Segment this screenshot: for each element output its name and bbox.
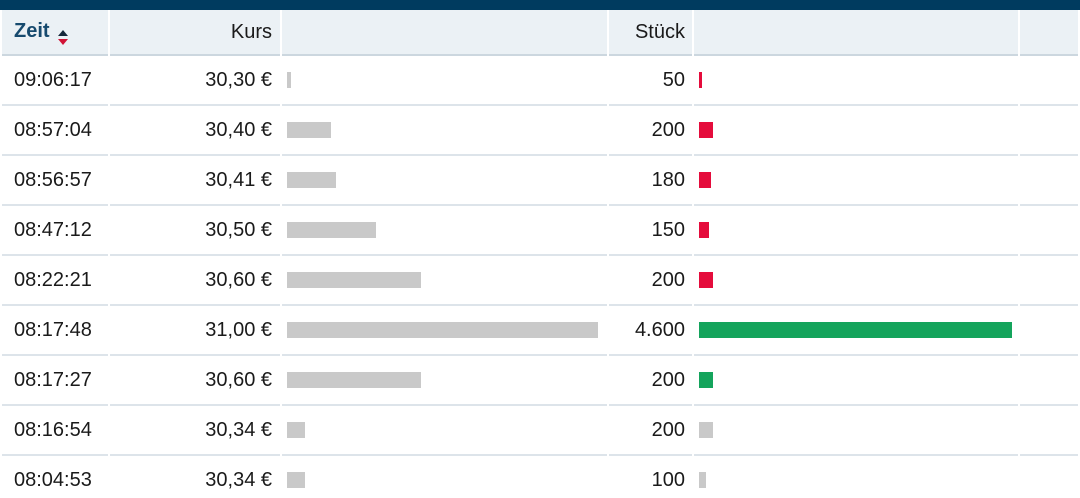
price-bar-cell [282, 156, 607, 206]
trade-time: 08:47:12 [2, 206, 108, 256]
column-header-stueck-bar-spacer [694, 10, 1018, 56]
table-header: Zeit Kurs Stück [2, 10, 1078, 56]
row-end-spacer [1020, 406, 1078, 456]
price-bar-cell [282, 306, 607, 356]
trade-time: 08:22:21 [2, 256, 108, 306]
row-end-spacer [1020, 106, 1078, 156]
trade-time: 09:06:17 [2, 56, 108, 106]
trade-volume: 200 [609, 356, 692, 406]
trade-volume: 150 [609, 206, 692, 256]
price-bar [287, 422, 305, 439]
trade-volume: 4.600 [609, 306, 692, 356]
price-bar-cell [282, 256, 607, 306]
price-bar-cell [282, 106, 607, 156]
volume-bar-cell [694, 206, 1018, 256]
price-bar [287, 172, 336, 189]
volume-bar-cell [694, 106, 1018, 156]
trade-time: 08:04:53 [2, 456, 108, 498]
price-bar [287, 222, 376, 239]
trade-volume: 180 [609, 156, 692, 206]
trade-time: 08:16:54 [2, 406, 108, 456]
price-bar-cell [282, 456, 607, 498]
trade-volume: 50 [609, 56, 692, 106]
trade-time: 08:17:48 [2, 306, 108, 356]
price-bar [287, 472, 305, 489]
volume-bar-cell [694, 306, 1018, 356]
volume-bar-cell [694, 56, 1018, 106]
row-end-spacer [1020, 56, 1078, 106]
column-header-zeit-label: Zeit [14, 19, 50, 42]
price-bar-cell [282, 56, 607, 106]
trade-price: 30,50 € [110, 206, 280, 256]
volume-bar [699, 322, 1012, 339]
column-header-zeit[interactable]: Zeit [2, 10, 108, 56]
trade-row: 08:56:57 30,41 € 180 [2, 156, 1078, 206]
trade-price: 30,60 € [110, 256, 280, 306]
trade-row: 08:22:21 30,60 € 200 [2, 256, 1078, 306]
row-end-spacer [1020, 156, 1078, 206]
trade-time: 08:56:57 [2, 156, 108, 206]
price-bar-cell [282, 406, 607, 456]
row-end-spacer [1020, 206, 1078, 256]
trade-volume: 100 [609, 456, 692, 498]
row-end-spacer [1020, 356, 1078, 406]
price-bar-cell [282, 206, 607, 256]
trade-row: 08:04:53 30,34 € 100 [2, 456, 1078, 498]
trade-row: 08:17:27 30,60 € 200 [2, 356, 1078, 406]
trades-tbody: 09:06:17 30,30 € 50 08:57:04 30,40 € 200… [2, 56, 1078, 498]
trade-price: 30,30 € [110, 56, 280, 106]
trade-volume: 200 [609, 256, 692, 306]
trade-row: 08:16:54 30,34 € 200 [2, 406, 1078, 456]
row-end-spacer [1020, 256, 1078, 306]
trade-price: 31,00 € [110, 306, 280, 356]
volume-bar [699, 372, 713, 389]
price-bar [287, 72, 291, 89]
trade-price: 30,34 € [110, 406, 280, 456]
trade-volume: 200 [609, 406, 692, 456]
trade-row: 09:06:17 30,30 € 50 [2, 56, 1078, 106]
trades-table: Zeit Kurs Stück 09:06:17 30,30 € 50 08:5… [0, 10, 1080, 498]
column-header-kurs-label: Kurs [230, 20, 272, 43]
top-accent-bar [0, 0, 1080, 10]
trade-time: 08:17:27 [2, 356, 108, 406]
trade-time: 08:57:04 [2, 106, 108, 156]
trade-price: 30,60 € [110, 356, 280, 406]
trade-price: 30,40 € [110, 106, 280, 156]
column-header-kurs: Kurs [110, 10, 280, 56]
volume-bar [699, 422, 713, 439]
sort-asc-icon [57, 29, 68, 36]
volume-bar-cell [694, 256, 1018, 306]
trade-row: 08:57:04 30,40 € 200 [2, 106, 1078, 156]
trade-price: 30,41 € [110, 156, 280, 206]
volume-bar [699, 222, 709, 239]
trade-row: 08:17:48 31,00 € 4.600 [2, 306, 1078, 356]
column-header-end-spacer [1020, 10, 1078, 56]
column-header-stueck-label: Stück [634, 20, 685, 43]
price-bar [287, 372, 421, 389]
row-end-spacer [1020, 456, 1078, 498]
price-bar [287, 322, 598, 339]
volume-bar [699, 72, 702, 89]
column-header-stueck: Stück [609, 10, 692, 56]
column-header-kurs-bar-spacer [282, 10, 607, 56]
sort-desc-icon [57, 38, 68, 45]
header-row: Zeit Kurs Stück [2, 10, 1078, 56]
volume-bar [699, 122, 713, 139]
volume-bar-cell [694, 406, 1018, 456]
volume-bar-cell [694, 456, 1018, 498]
price-bar-cell [282, 356, 607, 406]
volume-bar [699, 472, 706, 489]
row-end-spacer [1020, 306, 1078, 356]
trade-volume: 200 [609, 106, 692, 156]
trade-row: 08:47:12 30,50 € 150 [2, 206, 1078, 256]
price-bar [287, 272, 421, 289]
volume-bar [699, 272, 713, 289]
volume-bar-cell [694, 356, 1018, 406]
volume-bar [699, 172, 711, 189]
price-bar [287, 122, 331, 139]
sort-icon[interactable] [57, 29, 68, 45]
volume-bar-cell [694, 156, 1018, 206]
trade-price: 30,34 € [110, 456, 280, 498]
